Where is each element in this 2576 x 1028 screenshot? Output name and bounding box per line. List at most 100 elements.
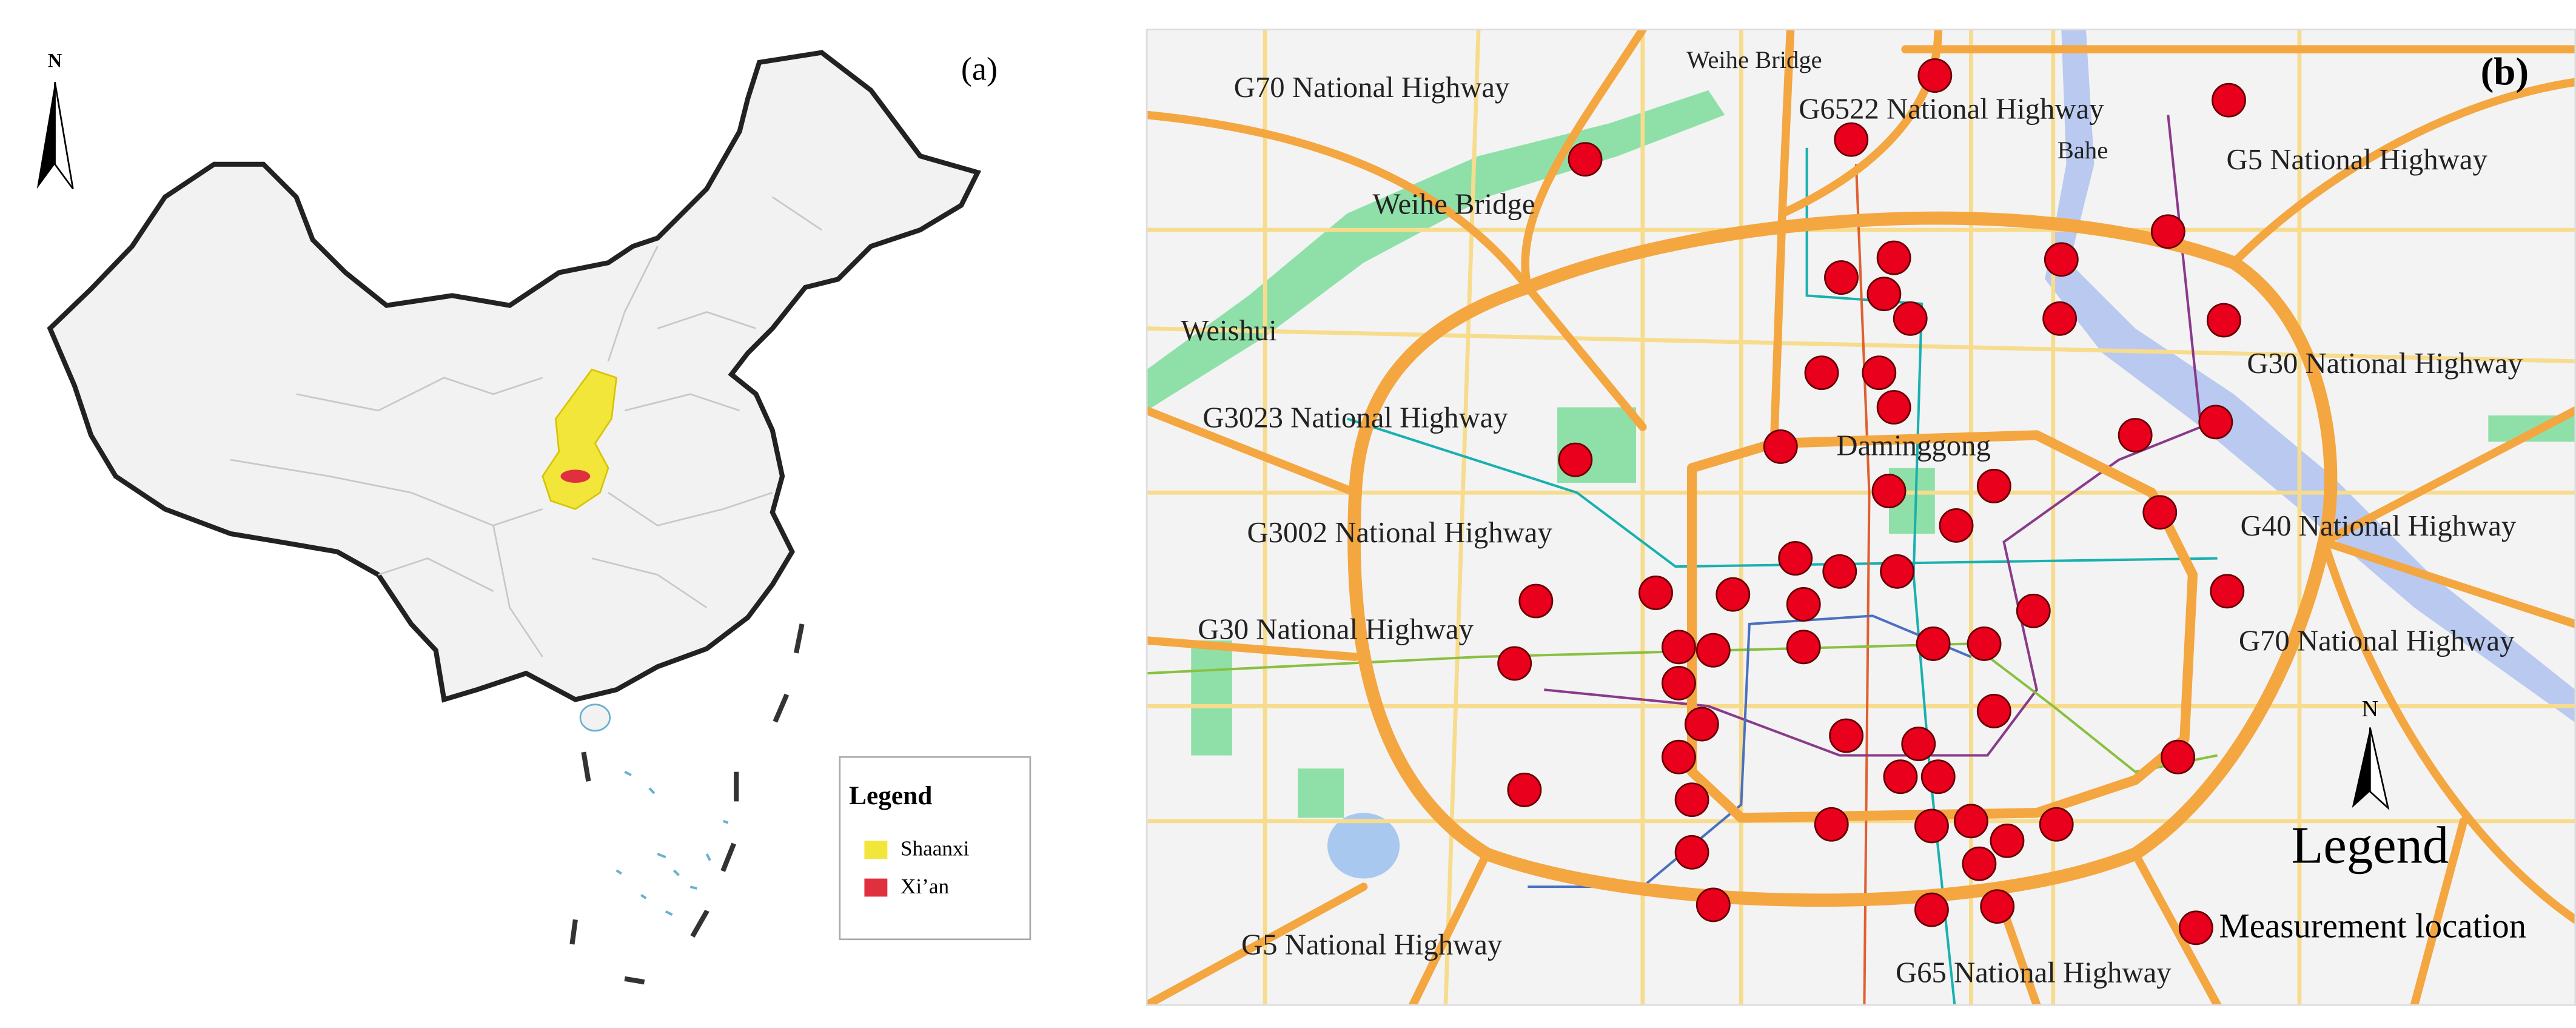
place-label: Weishui: [1181, 314, 1276, 347]
measurement-point: [1558, 442, 1593, 477]
legend-label: Measurement location: [2219, 907, 2526, 946]
measurement-point: [2206, 303, 2241, 338]
measurement-point: [1804, 355, 1839, 391]
north-arrow: [54, 82, 74, 190]
map: G70 National Highway Weihe Bridge G6522 …: [1147, 29, 2575, 1006]
panel-b: G70 National Highway Weihe Bridge G6522 …: [1145, 29, 2576, 1006]
legend-title: Legend: [2291, 816, 2449, 874]
measurement-point: [1778, 541, 1813, 576]
place-label: G70 National Highway: [2239, 625, 2515, 657]
measurement-point: [1980, 889, 2015, 924]
measurement-point: [2212, 82, 2246, 118]
measurement-point: [1901, 727, 1936, 762]
place-label: G5 National Highway: [2227, 143, 2488, 176]
measurement-point: [1829, 718, 1864, 753]
place-label: G40 National Highway: [2241, 509, 2517, 542]
place-label: G70 National Highway: [1234, 71, 1510, 104]
measurement-point: [1518, 583, 1554, 619]
xian: [560, 469, 591, 483]
measurement-point: [1814, 807, 1849, 842]
measurement-point: [1962, 846, 1997, 881]
legend-swatch: [864, 878, 888, 897]
north-arrow-fill: [36, 82, 55, 189]
measurement-point: [1661, 739, 1696, 774]
measurement-point: [2039, 807, 2074, 842]
measurement-point: [1684, 707, 1719, 742]
measurement-point: [1661, 630, 1696, 665]
panel-label: (b): [2481, 50, 2529, 93]
measurement-point: [1914, 808, 1949, 844]
measurement-point: [1497, 646, 1532, 681]
measurement-point: [1976, 693, 2011, 728]
measurement-point: [2150, 214, 2185, 249]
measurement-point: [1674, 835, 1709, 870]
measurement-point: [1914, 892, 1949, 927]
measurement-point: [1507, 772, 1542, 807]
highways: [1147, 29, 2575, 1006]
place-label: Daminggong: [1836, 429, 1990, 462]
measurement-point: [2142, 495, 2178, 530]
measurement-point: [1822, 554, 1857, 589]
map-frame: [1145, 29, 2576, 1006]
place-label: G65 National Highway: [1896, 956, 2172, 989]
place-label: G5 National Highway: [1241, 929, 1503, 961]
measurement-point: [1939, 508, 1974, 543]
panel-a: (a) N Legend Shaanxi Xi’an: [36, 50, 1031, 985]
measurement-point: [1953, 804, 1988, 839]
measurement-point: [1876, 240, 1911, 275]
weihe-river: [1147, 90, 1725, 411]
shaanxi: [542, 368, 618, 510]
legend-swatch: [864, 841, 888, 859]
measurement-point: [1883, 759, 1918, 795]
measurement-point: [1639, 576, 1673, 610]
measurement-point: [1990, 823, 2025, 858]
place-label: Weihe Bridge: [1372, 187, 1535, 220]
measurement-point: [1862, 355, 1897, 391]
measurement-point: [1763, 429, 1798, 464]
measurement-point: [1871, 474, 1907, 509]
legend-label: Xi’an: [901, 875, 950, 898]
hainan: [579, 704, 611, 732]
metro-line: [1346, 417, 2218, 568]
measurement-point: [2210, 574, 2245, 609]
place-label: Weihe Bridge: [1686, 46, 1822, 73]
measurement-point: [1893, 301, 1928, 336]
north-label: N: [2362, 696, 2378, 722]
place-label: G3023 National Highway: [1202, 401, 1508, 434]
measurement-point: [1834, 122, 1869, 157]
panel-label: (a): [961, 51, 998, 87]
measurement-point: [1696, 887, 1731, 922]
metro-line: [1854, 164, 1871, 1006]
lake: [1327, 813, 1400, 879]
metro-line: [1544, 115, 2202, 757]
second-ring: [1686, 430, 2198, 823]
islands: [615, 770, 729, 916]
measurement-point: [2042, 301, 2078, 336]
measurement-point: [1916, 626, 1951, 661]
north-label: N: [48, 50, 62, 72]
measurement-points: [1497, 58, 2246, 927]
measurement-point: [2161, 739, 2195, 774]
park: [1191, 640, 1232, 756]
measurement-point: [1967, 626, 2002, 661]
measurement-point: [1568, 142, 1603, 177]
legend-title: Legend: [849, 781, 932, 810]
measurement-point: [1786, 630, 1821, 665]
measurement-point: [2118, 418, 2153, 452]
legend-label: Shaanxi: [901, 837, 970, 861]
measurement-point: [1696, 633, 1731, 668]
measurement-point: [1917, 58, 1953, 93]
province-borders: [230, 196, 822, 657]
legend-marker: [2178, 910, 2213, 946]
bahe-river: [2045, 29, 2575, 723]
china-outline: [47, 50, 982, 703]
measurement-point: [1876, 390, 1911, 425]
measurement-point: [1824, 260, 1859, 295]
place-label: G3002 National Highway: [1247, 516, 1552, 549]
measurement-point: [2044, 242, 2079, 277]
measurement-point: [1920, 759, 1956, 795]
measurement-point: [1786, 586, 1821, 622]
place-label: Bahe: [2058, 136, 2108, 164]
